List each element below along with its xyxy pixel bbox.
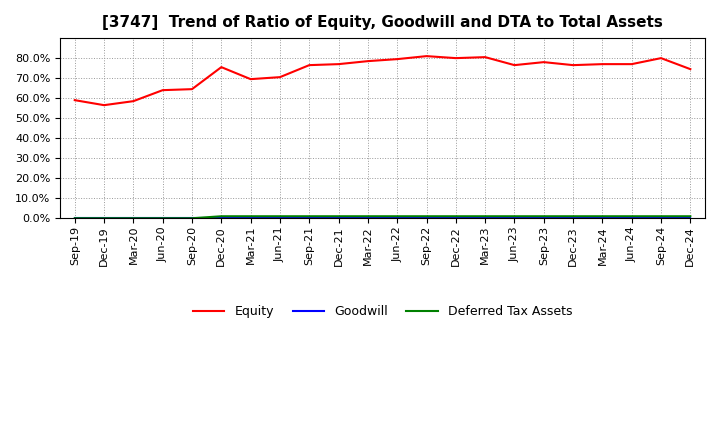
Equity	[451, 55, 460, 61]
Legend: Equity, Goodwill, Deferred Tax Assets: Equity, Goodwill, Deferred Tax Assets	[188, 300, 577, 323]
Deferred Tax Assets	[569, 213, 577, 219]
Goodwill	[334, 216, 343, 221]
Deferred Tax Assets	[276, 213, 284, 219]
Goodwill	[539, 216, 548, 221]
Line: Equity: Equity	[75, 56, 690, 105]
Goodwill	[510, 216, 519, 221]
Deferred Tax Assets	[188, 216, 197, 221]
Deferred Tax Assets	[422, 213, 431, 219]
Equity	[158, 88, 167, 93]
Goodwill	[422, 216, 431, 221]
Equity	[657, 55, 665, 61]
Deferred Tax Assets	[451, 213, 460, 219]
Equity	[686, 66, 695, 72]
Deferred Tax Assets	[510, 213, 519, 219]
Equity	[569, 62, 577, 68]
Equity	[364, 59, 372, 64]
Equity	[481, 55, 490, 60]
Deferred Tax Assets	[481, 213, 490, 219]
Title: [3747]  Trend of Ratio of Equity, Goodwill and DTA to Total Assets: [3747] Trend of Ratio of Equity, Goodwil…	[102, 15, 663, 30]
Goodwill	[657, 216, 665, 221]
Equity	[334, 62, 343, 67]
Equity	[276, 74, 284, 80]
Equity	[305, 62, 314, 68]
Equity	[100, 103, 109, 108]
Deferred Tax Assets	[598, 213, 607, 219]
Equity	[393, 56, 402, 62]
Equity	[422, 54, 431, 59]
Goodwill	[246, 216, 255, 221]
Deferred Tax Assets	[100, 216, 109, 221]
Equity	[627, 62, 636, 67]
Goodwill	[569, 216, 577, 221]
Goodwill	[158, 216, 167, 221]
Equity	[71, 98, 79, 103]
Goodwill	[129, 216, 138, 221]
Goodwill	[305, 216, 314, 221]
Deferred Tax Assets	[686, 213, 695, 219]
Goodwill	[276, 216, 284, 221]
Line: Deferred Tax Assets: Deferred Tax Assets	[75, 216, 690, 218]
Equity	[129, 99, 138, 104]
Deferred Tax Assets	[158, 216, 167, 221]
Deferred Tax Assets	[393, 213, 402, 219]
Deferred Tax Assets	[246, 213, 255, 219]
Goodwill	[217, 216, 225, 221]
Equity	[246, 77, 255, 82]
Goodwill	[598, 216, 607, 221]
Deferred Tax Assets	[364, 213, 372, 219]
Equity	[539, 59, 548, 65]
Deferred Tax Assets	[71, 216, 79, 221]
Equity	[510, 62, 519, 68]
Goodwill	[188, 216, 197, 221]
Deferred Tax Assets	[217, 213, 225, 219]
Goodwill	[364, 216, 372, 221]
Deferred Tax Assets	[334, 213, 343, 219]
Deferred Tax Assets	[129, 216, 138, 221]
Equity	[217, 65, 225, 70]
Deferred Tax Assets	[305, 213, 314, 219]
Equity	[188, 87, 197, 92]
Goodwill	[451, 216, 460, 221]
Goodwill	[71, 216, 79, 221]
Goodwill	[100, 216, 109, 221]
Equity	[598, 62, 607, 67]
Deferred Tax Assets	[539, 213, 548, 219]
Goodwill	[481, 216, 490, 221]
Goodwill	[393, 216, 402, 221]
Deferred Tax Assets	[657, 213, 665, 219]
Goodwill	[627, 216, 636, 221]
Deferred Tax Assets	[627, 213, 636, 219]
Goodwill	[686, 216, 695, 221]
